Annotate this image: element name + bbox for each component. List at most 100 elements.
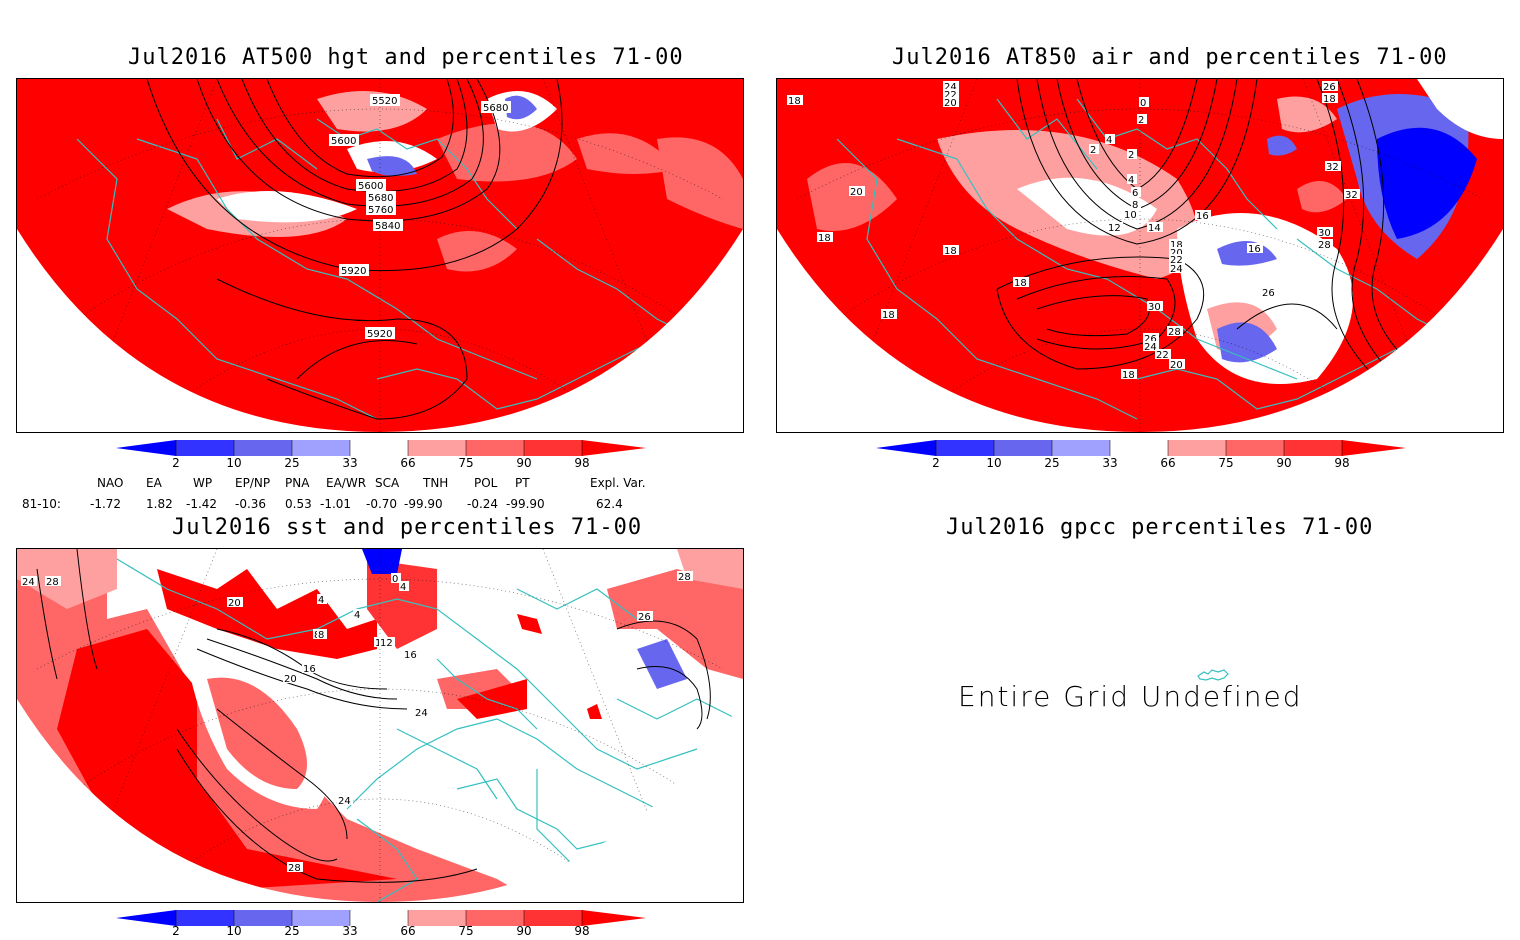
- svg-text:4: 4: [1106, 135, 1112, 146]
- svg-text:0: 0: [1140, 98, 1146, 109]
- svg-text:18: 18: [944, 246, 957, 257]
- index-value: 62.4: [596, 497, 623, 511]
- svg-text:5600: 5600: [358, 181, 383, 192]
- svg-text:18: 18: [882, 310, 895, 321]
- island-outline-icon: [1197, 669, 1229, 681]
- colorbar-top-left: 2 10 25 33 66 75 90 98: [116, 440, 646, 470]
- index-header: EA/WR: [326, 476, 367, 490]
- colorbar-label: 66: [1160, 456, 1176, 470]
- svg-text:28: 28: [678, 572, 691, 583]
- index-header: PT: [515, 476, 530, 490]
- colorbar-label: 90: [516, 924, 532, 938]
- svg-text:5680: 5680: [368, 193, 393, 204]
- index-header: POL: [474, 476, 498, 490]
- colorbar-label: 10: [986, 456, 1002, 470]
- index-header: PNA: [285, 476, 310, 490]
- index-value: -99.90: [404, 497, 443, 511]
- svg-text:16: 16: [1196, 211, 1209, 222]
- colorbar-label: 98: [1334, 456, 1350, 470]
- panel3-coastlines: [116, 558, 738, 902]
- svg-text:18: 18: [1170, 240, 1183, 251]
- svg-text:20: 20: [228, 598, 241, 609]
- svg-text:20: 20: [1170, 360, 1183, 371]
- panel2-contour-labels: 24 22 20 18 0 2 2 4 2 4 6 8 10 12 14 16 …: [787, 81, 1360, 381]
- colorbar-label: 25: [284, 456, 300, 470]
- svg-text:20: 20: [284, 674, 297, 685]
- svg-text:30: 30: [1318, 228, 1331, 239]
- index-value: -0.24: [467, 497, 499, 511]
- index-header: TNH: [423, 476, 449, 490]
- undefined-grid-message: Entire Grid Undefined: [958, 680, 1303, 713]
- panel2-map: 24 22 20 18 0 2 2 4 2 4 6 8 10 12 14 16 …: [776, 78, 1504, 433]
- svg-text:16: 16: [1248, 244, 1261, 255]
- index-value: -0.36: [235, 497, 267, 511]
- svg-text:5920: 5920: [341, 266, 366, 277]
- svg-text:20: 20: [944, 98, 957, 109]
- index-value: -1.42: [186, 497, 218, 511]
- svg-text:16: 16: [404, 650, 417, 661]
- colorbar-label: 33: [342, 456, 358, 470]
- index-value: -99.90: [506, 497, 545, 511]
- svg-text:22: 22: [1170, 255, 1183, 266]
- index-header: EA: [146, 476, 162, 490]
- index-header: SCA: [375, 476, 400, 490]
- svg-text:12: 12: [380, 638, 393, 649]
- svg-text:26: 26: [1144, 334, 1157, 345]
- colorbar-label: 10: [226, 456, 242, 470]
- svg-text:6: 6: [1132, 188, 1138, 199]
- svg-text:20: 20: [850, 187, 863, 198]
- colorbar-bottom-left: 2 10 25 33 66 75 90 98: [116, 910, 646, 940]
- panel3-map: 24 28 20 8 4 12 16 20 24 24 28 28 26 0 4…: [16, 548, 744, 903]
- svg-text:30: 30: [1148, 302, 1161, 313]
- svg-text:0: 0: [392, 574, 398, 585]
- svg-text:8: 8: [1132, 200, 1138, 211]
- svg-text:28: 28: [1168, 327, 1181, 338]
- svg-text:2: 2: [1138, 115, 1144, 126]
- colorbar-label: 98: [574, 456, 590, 470]
- svg-text:5600: 5600: [331, 136, 356, 147]
- panel3-contour-labels: 24 28 20 8 4 12 16 20 24 24 28 28 26 0 4…: [21, 571, 693, 874]
- svg-text:4: 4: [318, 595, 324, 606]
- index-header: Expl. Var.: [590, 476, 646, 490]
- svg-text:24: 24: [415, 708, 428, 719]
- colorbar-label: 25: [1044, 456, 1060, 470]
- svg-text:5760: 5760: [368, 205, 393, 216]
- colorbar-label: 33: [342, 924, 358, 938]
- index-value: -1.72: [90, 497, 122, 511]
- index-value: -0.70: [366, 497, 398, 511]
- svg-text:32: 32: [1345, 190, 1358, 201]
- colorbar-label: 75: [1218, 456, 1234, 470]
- panel4-title: Jul2016 gpcc percentiles 71-00: [946, 515, 1374, 540]
- panel1-contours: [146, 79, 563, 420]
- svg-text:18: 18: [788, 96, 801, 107]
- svg-text:24: 24: [338, 796, 351, 807]
- svg-text:26: 26: [1323, 82, 1336, 93]
- panel2-contours: [996, 79, 1418, 380]
- index-value: 1.82: [146, 497, 173, 511]
- svg-text:2: 2: [1128, 150, 1134, 161]
- colorbar-label: 25: [284, 924, 300, 938]
- svg-text:8: 8: [318, 630, 324, 641]
- svg-text:18: 18: [1323, 94, 1336, 105]
- index-header: EP/NP: [235, 476, 271, 490]
- colorbar-label: 2: [932, 456, 940, 470]
- svg-text:5680: 5680: [483, 103, 508, 114]
- svg-text:5920: 5920: [367, 329, 392, 340]
- colorbar-label: 10: [226, 924, 242, 938]
- panel1-map: 5520 5680 5600 5600 5680 5760 5840 5920 …: [16, 78, 744, 433]
- svg-text:5840: 5840: [375, 221, 400, 232]
- svg-text:12: 12: [1108, 223, 1121, 234]
- svg-text:20: 20: [1170, 248, 1183, 259]
- svg-text:4: 4: [354, 610, 360, 621]
- panel1-contour-labels: 5520 5680 5600 5600 5680 5760 5840 5920 …: [329, 94, 511, 340]
- colorbar-label: 33: [1102, 456, 1118, 470]
- svg-text:26: 26: [1262, 288, 1275, 299]
- colorbar-label: 75: [458, 456, 474, 470]
- panel3-title: Jul2016 sst and percentiles 71-00: [172, 515, 643, 540]
- svg-text:28: 28: [1318, 240, 1331, 251]
- colorbar-label: 75: [458, 924, 474, 938]
- index-value: 0.53: [285, 497, 312, 511]
- svg-text:18: 18: [1014, 278, 1027, 289]
- svg-text:28: 28: [46, 577, 59, 588]
- index-header: NAO: [97, 476, 124, 490]
